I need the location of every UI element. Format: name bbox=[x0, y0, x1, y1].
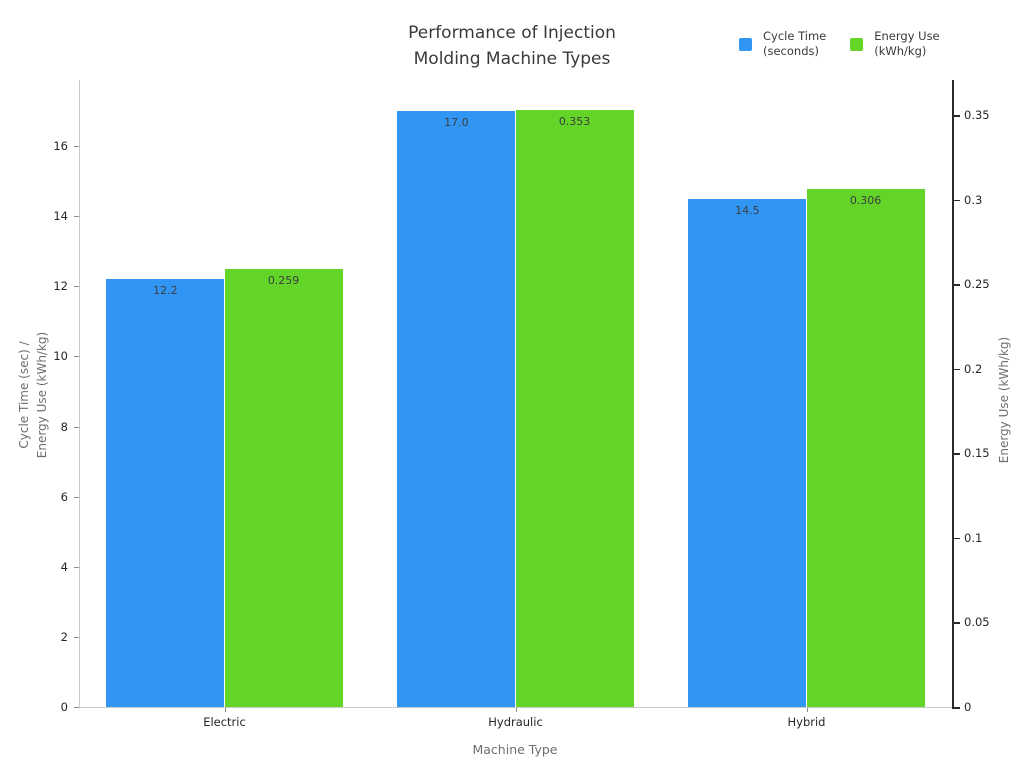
left-axis-tick bbox=[74, 286, 79, 288]
right-axis-tick bbox=[954, 199, 960, 202]
left-axis-tick-label: 8 bbox=[60, 419, 68, 434]
left-axis-tick bbox=[74, 707, 79, 708]
right-axis-tick bbox=[954, 368, 960, 371]
left-axis-tick bbox=[74, 636, 79, 638]
left-axis-title-line-1: Cycle Time (sec) / bbox=[17, 341, 31, 449]
right-axis-tick bbox=[954, 453, 960, 455]
bar-cycle-time-hybrid: 14.5 bbox=[688, 198, 807, 707]
right-axis-tick-label: 0.25 bbox=[964, 277, 990, 292]
right-axis-tick-label: 0 bbox=[964, 700, 972, 714]
left-axis-tick-label: 12 bbox=[53, 279, 68, 294]
bar-energy-use-hydraulic: 0.353 bbox=[515, 109, 634, 707]
left-axis-tick-label: 0 bbox=[60, 700, 68, 714]
bar-cycle-time-hydraulic: 17.0 bbox=[397, 111, 516, 707]
bar-value-label: 0.353 bbox=[558, 114, 591, 128]
right-axis-tick bbox=[954, 284, 960, 286]
bar-value-label: 14.5 bbox=[735, 203, 760, 217]
bar-value-label: 0.306 bbox=[849, 194, 882, 208]
left-axis-tick bbox=[74, 216, 79, 218]
right-axis-title: Energy Use (kWh/kg) bbox=[997, 336, 1011, 464]
chart-title-line-1: Performance of Injection bbox=[408, 23, 616, 43]
right-axis-tick-label: 0.2 bbox=[964, 361, 983, 376]
left-axis-title: Cycle Time (sec) / Energy Use (kWh/kg) bbox=[15, 215, 51, 575]
left-axis-spine bbox=[79, 80, 80, 707]
x-axis-tick-label-hydraulic: Hydraulic bbox=[488, 715, 543, 729]
left-axis-tick bbox=[74, 146, 79, 148]
x-axis-tick bbox=[806, 708, 808, 712]
bar-energy-use-electric: 0.259 bbox=[224, 268, 343, 707]
x-axis-tick-label-hybrid: Hybrid bbox=[787, 715, 826, 729]
left-axis-tick bbox=[74, 356, 79, 358]
bar-value-label: 0.259 bbox=[267, 273, 300, 287]
right-axis-tick bbox=[954, 115, 960, 117]
left-axis-tick-label: 4 bbox=[60, 559, 68, 574]
left-axis-tick bbox=[74, 496, 79, 498]
bar-value-label: 12.2 bbox=[153, 284, 178, 298]
left-axis-tick-label: 16 bbox=[53, 139, 68, 154]
cycle-time-swatch-icon bbox=[739, 38, 752, 51]
legend-label-cycle-time: Cycle Time (seconds) bbox=[763, 29, 827, 58]
right-axis-tick bbox=[954, 537, 960, 540]
bar-value-label: 17.0 bbox=[444, 116, 469, 130]
energy-use-swatch-icon bbox=[850, 38, 864, 51]
left-axis-tick bbox=[74, 426, 79, 428]
right-axis-tick-label: 0.35 bbox=[964, 108, 990, 122]
chart-title-line-2: Molding Machine Types bbox=[413, 49, 611, 69]
left-axis-title-line-2: Energy Use (kWh/kg) bbox=[35, 331, 49, 459]
right-axis-tick-label: 0.1 bbox=[964, 530, 983, 545]
x-axis-title: Machine Type bbox=[472, 742, 558, 757]
right-axis-tick bbox=[954, 707, 960, 709]
right-axis-tick-label: 0.3 bbox=[964, 192, 983, 207]
left-axis-tick-label: 10 bbox=[53, 349, 68, 364]
plot-area: 12.2 17.0 14.5 0.259 0.353 0.306 bbox=[79, 80, 952, 707]
right-axis-tick-label: 0.05 bbox=[964, 615, 990, 630]
left-axis-tick-label: 2 bbox=[60, 629, 68, 644]
x-axis-tick bbox=[515, 708, 517, 712]
left-axis-tick-label: 14 bbox=[53, 209, 68, 224]
chart-title: Performance of Injection Molding Machine… bbox=[262, 20, 762, 72]
right-axis-spine bbox=[952, 80, 954, 709]
right-axis-tick bbox=[954, 622, 960, 624]
x-axis-tick-label-electric: Electric bbox=[203, 715, 246, 729]
legend-item-energy-use: Energy Use (kWh/kg) bbox=[850, 29, 940, 59]
legend-item-cycle-time: Cycle Time (seconds) bbox=[739, 29, 826, 59]
left-axis-tick-label: 6 bbox=[60, 489, 68, 504]
legend-label-energy-use: Energy Use (kWh/kg) bbox=[874, 29, 940, 58]
bar-energy-use-hybrid: 0.306 bbox=[806, 189, 925, 707]
left-axis-tick bbox=[74, 566, 79, 568]
x-axis-tick bbox=[224, 708, 226, 712]
right-axis-tick-label: 0.15 bbox=[964, 446, 990, 461]
legend: Cycle Time (seconds) Energy Use (kWh/kg) bbox=[739, 29, 940, 59]
bar-cycle-time-electric: 12.2 bbox=[106, 279, 225, 707]
bottom-axis-spine bbox=[79, 707, 953, 708]
